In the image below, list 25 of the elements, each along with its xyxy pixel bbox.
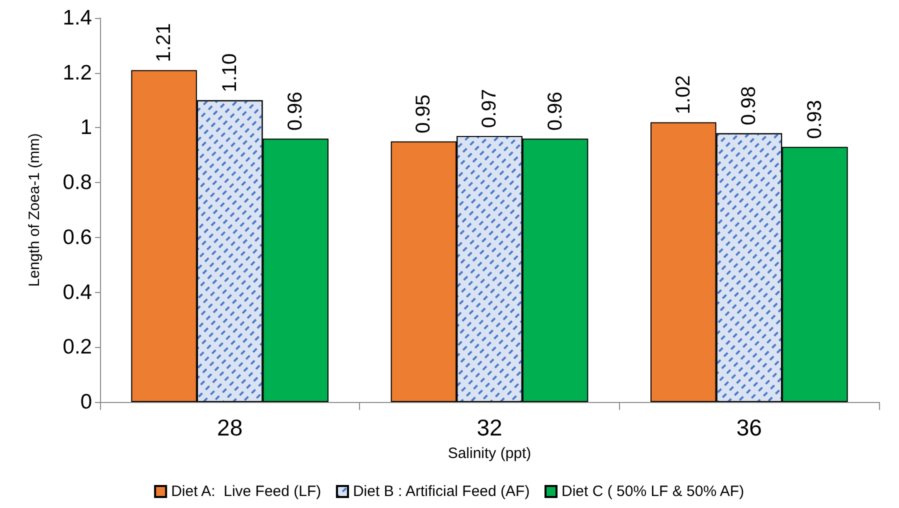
data-label: 1.02 <box>672 75 694 114</box>
legend-label: Diet A: Live Feed (LF) <box>171 483 322 500</box>
legend-label: Diet C ( 50% LF & 50% AF) <box>562 483 744 500</box>
y-axis-title: Length of Zoea-1 (mm) <box>26 133 43 287</box>
y-tick-label: 0.2 <box>62 336 92 359</box>
y-tick-label: 1.4 <box>62 6 92 30</box>
data-label: 0.96 <box>284 92 307 131</box>
y-tick-label: 0 <box>80 390 92 414</box>
x-tick-label: 32 <box>476 414 502 440</box>
y-tick-label: 0.4 <box>62 280 92 304</box>
y-tick-label: 1.2 <box>62 61 92 84</box>
y-tick-label: 0.6 <box>62 226 92 249</box>
x-tick-label: 36 <box>736 414 762 440</box>
data-label: 1.21 <box>153 23 176 62</box>
data-label: 0.93 <box>804 100 826 139</box>
data-label: 0.98 <box>738 86 760 126</box>
y-tick-label: 0.8 <box>62 171 92 194</box>
data-label: 1.10 <box>218 53 241 92</box>
y-tick-label: 1 <box>80 116 92 140</box>
legend-label: Diet B : Artificial Feed (AF) <box>352 483 530 500</box>
data-label: 0.95 <box>412 94 435 134</box>
data-label: 0.96 <box>544 92 566 131</box>
x-axis-title: Salinity (ppt) <box>448 445 532 462</box>
x-tick-label: 28 <box>217 414 243 440</box>
data-label: 0.97 <box>478 89 500 128</box>
